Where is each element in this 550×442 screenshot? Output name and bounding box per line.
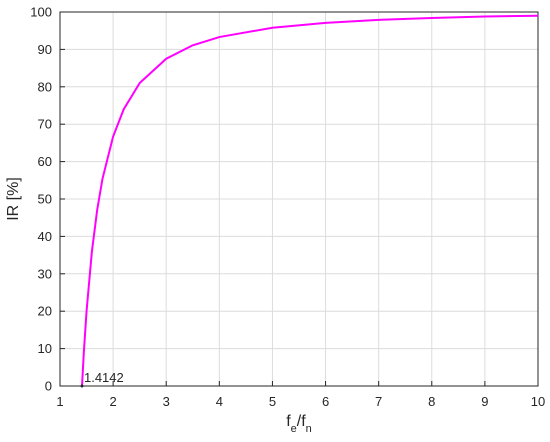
x-tick-label: 8 xyxy=(428,394,435,409)
y-tick-label: 20 xyxy=(38,304,52,319)
x-tick-label: 5 xyxy=(269,394,276,409)
label-part: /f xyxy=(297,413,306,430)
annotation: 1.4142 xyxy=(84,370,124,385)
y-tick-label: 40 xyxy=(38,229,52,244)
x-tick-label: 9 xyxy=(481,394,488,409)
x-tick-label: 6 xyxy=(322,394,329,409)
annotation-point xyxy=(80,384,84,388)
x-tick-label: 4 xyxy=(216,394,223,409)
y-tick-label: 30 xyxy=(38,266,52,281)
y-tick-label: 60 xyxy=(38,154,52,169)
x-tick-label: 1 xyxy=(56,394,63,409)
subscript: e xyxy=(291,423,297,435)
plot-frame xyxy=(59,11,539,387)
x-tick-label: 7 xyxy=(375,394,382,409)
y-tick-label: 50 xyxy=(38,192,52,207)
x-tick-label: 2 xyxy=(109,394,116,409)
y-tick-label: 70 xyxy=(38,117,52,132)
y-tick-label: 0 xyxy=(45,379,52,394)
data-line xyxy=(81,14,539,387)
x-axis-label: fe/fn xyxy=(286,413,312,435)
x-tick-label: 3 xyxy=(163,394,170,409)
y-axis-label: IR [%] xyxy=(5,177,22,221)
y-tick-label: 100 xyxy=(30,5,52,20)
subscript: n xyxy=(306,423,312,435)
label-part: f xyxy=(286,413,291,430)
y-tick-label: 90 xyxy=(38,42,52,57)
y-tick-label: 10 xyxy=(38,341,52,356)
x-tick-label: 10 xyxy=(531,394,545,409)
y-tick-label: 80 xyxy=(38,79,52,94)
